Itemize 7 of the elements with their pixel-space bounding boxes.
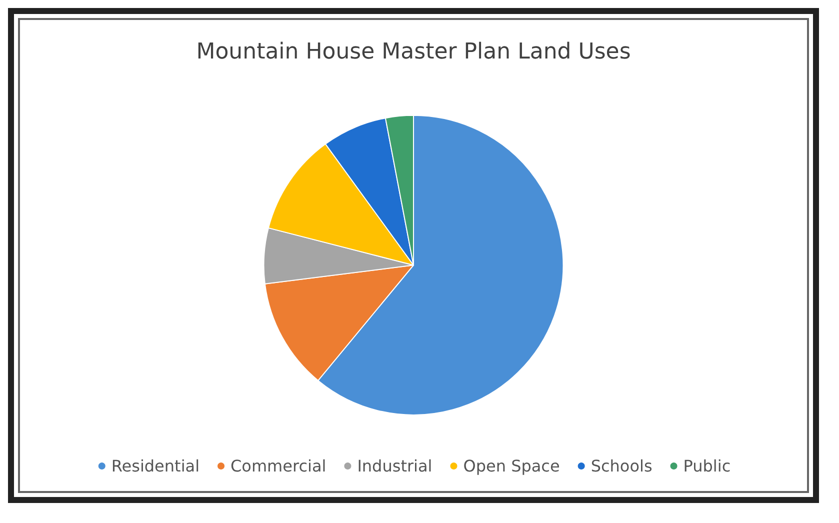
legend-label: Residential [111,456,200,476]
legend-label: Open Space [463,456,560,476]
legend-label: Commercial [230,456,326,476]
legend-label: Industrial [357,456,432,476]
legend-label: Public [683,456,731,476]
chart-title: Mountain House Master Plan Land Uses [196,40,631,64]
legend-label: Schools [590,456,652,476]
